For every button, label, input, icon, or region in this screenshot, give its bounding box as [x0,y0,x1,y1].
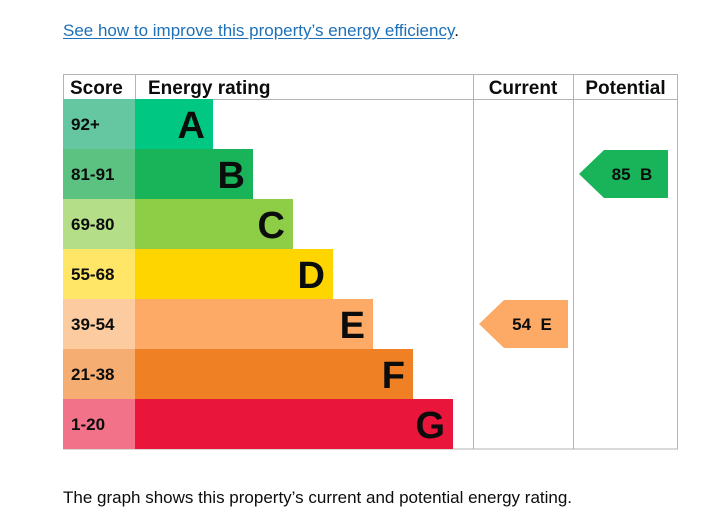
score-range-e: 39-54 [71,315,115,334]
rating-letter-b: B [218,155,245,197]
score-cell-a [63,99,135,149]
chart-description: The graph shows this property’s current … [63,488,573,507]
rating-letter-e: E [340,305,365,347]
score-cell-e [63,299,135,349]
rating-bar-f [135,349,413,399]
rating-letter-a: A [178,105,205,147]
score-cell-d [63,249,135,299]
score-range-a: 92+ [71,115,100,134]
potential-rating-label: 85 B [612,165,653,184]
score-cell-b [63,149,135,199]
score-range-g: 1-20 [71,415,105,434]
current-arrow [479,300,568,348]
header-current: Current [489,78,558,99]
header-score: Score [70,78,123,99]
header-potential: Potential [585,78,665,99]
rating-bar-c [135,199,293,249]
rating-letter-c: C [258,205,285,247]
rating-letter-d: D [298,255,325,297]
rating-bar-d [135,249,333,299]
rating-letter-f: F [382,355,405,397]
rating-bar-e [135,299,373,349]
score-range-d: 55-68 [71,265,114,284]
link-suffix: . [454,21,459,40]
energy-rating-chart: Score Energy rating Current Potential 92+ A 81… [63,74,678,450]
improve-efficiency-line: See how to improve this property’s energ… [63,19,459,43]
rating-bar-b [135,149,253,199]
rating-letter-g: G [415,405,445,447]
rating-bar-a [135,99,213,149]
score-range-b: 81-91 [71,165,114,184]
score-range-c: 69-80 [71,215,114,234]
potential-arrow [579,150,668,198]
score-cell-g [63,399,135,449]
improve-efficiency-link[interactable]: See how to improve this property’s energ… [63,21,455,40]
header-energy-rating: Energy rating [148,78,270,99]
rating-bar-g [135,399,453,449]
score-range-f: 21-38 [71,365,114,384]
score-cell-f [63,349,135,399]
score-cell-c [63,199,135,249]
current-rating-label: 54 E [512,315,552,334]
